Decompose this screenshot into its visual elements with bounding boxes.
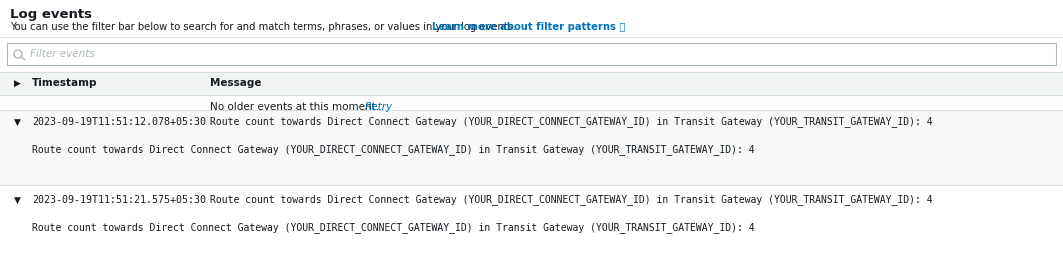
Text: ▼: ▼ — [14, 118, 21, 126]
Text: You can use the filter bar below to search for and match terms, phrases, or valu: You can use the filter bar below to sear… — [10, 22, 520, 32]
Text: Route count towards Direct Connect Gateway (YOUR_DIRECT_CONNECT_GATEWAY_ID) in T: Route count towards Direct Connect Gatew… — [210, 195, 932, 205]
Text: ▶: ▶ — [14, 79, 21, 88]
Text: 2023-09-19T11:51:12.078+05:30: 2023-09-19T11:51:12.078+05:30 — [32, 117, 206, 127]
Text: No older events at this moment.: No older events at this moment. — [210, 102, 383, 112]
Text: Learn more about filter patterns ⧉: Learn more about filter patterns ⧉ — [432, 22, 625, 32]
Text: Message: Message — [210, 78, 261, 89]
Bar — [0, 110, 1063, 185]
Text: Retry: Retry — [365, 102, 393, 112]
Text: 2023-09-19T11:51:21.575+05:30: 2023-09-19T11:51:21.575+05:30 — [32, 195, 206, 205]
Text: Timestamp: Timestamp — [32, 78, 98, 89]
Text: ▼: ▼ — [14, 196, 21, 205]
Text: Filter events: Filter events — [30, 49, 95, 59]
Bar — [0, 72, 1063, 95]
Text: Route count towards Direct Connect Gateway (YOUR_DIRECT_CONNECT_GATEWAY_ID) in T: Route count towards Direct Connect Gatew… — [210, 117, 932, 127]
Text: Route count towards Direct Connect Gateway (YOUR_DIRECT_CONNECT_GATEWAY_ID) in T: Route count towards Direct Connect Gatew… — [32, 222, 755, 233]
Text: Route count towards Direct Connect Gateway (YOUR_DIRECT_CONNECT_GATEWAY_ID) in T: Route count towards Direct Connect Gatew… — [32, 145, 755, 155]
Bar — [0, 185, 1063, 259]
Text: Log events: Log events — [10, 8, 92, 21]
FancyBboxPatch shape — [7, 43, 1056, 65]
